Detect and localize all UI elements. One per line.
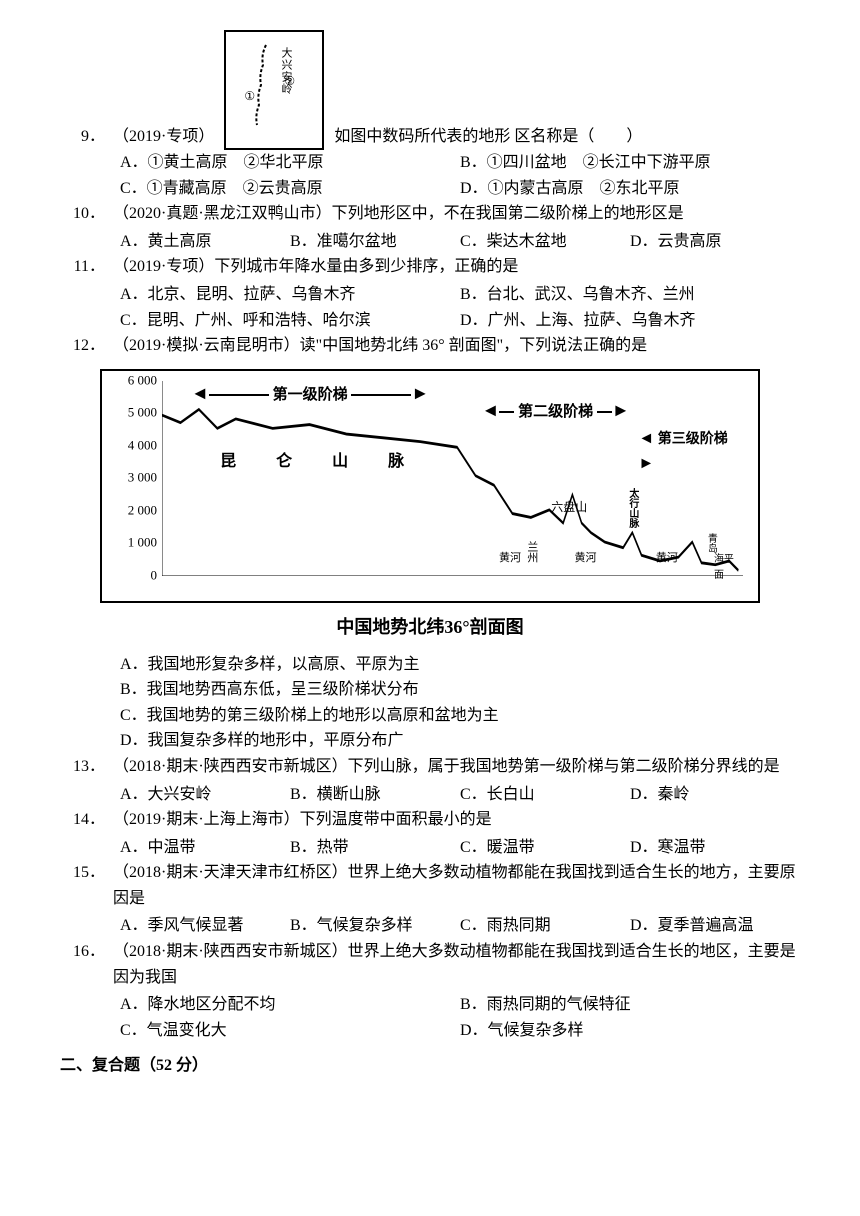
q10-text: （2020·真题·黑龙江双鸭山市）下列地形区中，不在我国第二级阶梯上的地形区是 (113, 201, 800, 227)
q13-text: （2018·期末·陕西西安市新城区）下列山脉，属于我国地势第一级阶梯与第二级阶梯… (113, 754, 800, 780)
q11-options: A．北京、昆明、拉萨、乌鲁木齐 B．台北、武汉、乌鲁木齐、兰州 C．昆明、广州、… (60, 282, 800, 333)
question-16: 16． （2018·期末·陕西西安市新城区）世界上绝大多数动植物都能在我国找到适… (60, 939, 800, 990)
question-10: 10． （2020·真题·黑龙江双鸭山市）下列地形区中，不在我国第二级阶梯上的地… (60, 201, 800, 227)
section-2-title: 二、复合题（52 分） (60, 1053, 800, 1079)
q14-text: （2019·期末·上海上海市）下列温度带中面积最小的是 (113, 807, 800, 833)
q9-text: 如图中数码所代表的地形 区名称是（ ） (334, 124, 642, 150)
q13-number: 13． (60, 754, 113, 780)
q9-options: A．①黄土高原 ②华北平原 B．①四川盆地 ②长江中下游平原 C．①青藏高原 ②… (60, 150, 800, 201)
q12-opt-d: D．我国复杂多样的地形中，平原分布广 (120, 728, 800, 754)
q16-opt-d: D．气候复杂多样 (460, 1018, 800, 1044)
y-0: 0 (151, 565, 158, 586)
q9-number: 9． (60, 124, 113, 150)
step3-label: ◄ 第三级阶梯 ► (638, 426, 743, 477)
q9-opt-d: D．①内蒙古高原 ②东北平原 (460, 176, 800, 202)
q12-number: 12． (60, 333, 113, 359)
kunlun-label: 昆 仑 山 脉 (220, 449, 416, 475)
q13-opt-c: C．长白山 (460, 782, 630, 808)
q16-opt-a: A．降水地区分配不均 (120, 992, 460, 1018)
terrain-chart: 6 000 5 000 4 000 3 000 2 000 1 000 0 ◄ … (100, 369, 760, 603)
step2-label: ◄ 第二级阶梯 ► (482, 396, 630, 425)
q16-number: 16． (60, 939, 113, 965)
y-axis: 6 000 5 000 4 000 3 000 2 000 1 000 0 (122, 381, 162, 576)
q10-opt-d: D．云贵高原 (630, 229, 800, 255)
q12-text: （2019·模拟·云南昆明市）读"中国地势北纬 36° 剖面图"，下列说法正确的… (113, 333, 800, 359)
q13-opt-a: A．大兴安岭 (120, 782, 290, 808)
q15-opt-b: B．气候复杂多样 (290, 913, 460, 939)
q12-options: A．我国地形复杂多样，以高原、平原为主 B．我国地势西高东低，呈三级阶梯状分布 … (60, 652, 800, 754)
q9-opt-a: A．①黄土高原 ②华北平原 (120, 150, 460, 176)
lanzhou-label: 兰州 (522, 541, 540, 563)
q9-opt-c: C．①青藏高原 ②云贵高原 (120, 176, 460, 202)
chart-area: ◄ 第一级阶梯 ► ◄ 第二级阶梯 ► ◄ 第三级阶梯 ► 昆 仑 山 脉 六盘… (162, 381, 743, 576)
q16-opt-b: B．雨热同期的气候特征 (460, 992, 800, 1018)
question-13: 13． （2018·期末·陕西西安市新城区）下列山脉，属于我国地势第一级阶梯与第… (60, 754, 800, 780)
y-5000: 5 000 (128, 403, 157, 424)
y-4000: 4 000 (128, 435, 157, 456)
q12-opt-a: A．我国地形复杂多样，以高原、平原为主 (120, 652, 800, 678)
q9-opt-b: B．①四川盆地 ②长江中下游平原 (460, 150, 800, 176)
q10-number: 10． (60, 201, 113, 227)
q9-image: 大兴安岭 ① ② (224, 30, 324, 150)
q15-number: 15． (60, 860, 113, 886)
question-12: 12． （2019·模拟·云南昆明市）读"中国地势北纬 36° 剖面图"，下列说… (60, 333, 800, 359)
label-1: ① (244, 87, 255, 106)
q13-opt-b: B．横断山脉 (290, 782, 460, 808)
q16-opt-c: C．气温变化大 (120, 1018, 460, 1044)
q11-text: （2019·专项）下列城市年降水量由多到少排序，正确的是 (113, 254, 800, 280)
mountain-shape (251, 40, 281, 130)
q11-opt-a: A．北京、昆明、拉萨、乌鲁木齐 (120, 282, 460, 308)
q15-options: A．季风气候显著 B．气候复杂多样 C．雨热同期 D．夏季普遍高温 (60, 913, 800, 939)
q16-options: A．降水地区分配不均 B．雨热同期的气候特征 C．气温变化大 D．气候复杂多样 (60, 992, 800, 1043)
q9-source: （2019·专项） (113, 124, 214, 150)
huanghe2-label: 黄河 (575, 550, 597, 568)
y-2000: 2 000 (128, 500, 157, 521)
y-3000: 3 000 (128, 468, 157, 489)
q13-options: A．大兴安岭 B．横断山脉 C．长白山 D．秦岭 (60, 782, 800, 808)
question-14: 14． （2019·期末·上海上海市）下列温度带中面积最小的是 (60, 807, 800, 833)
q12-opt-b: B．我国地势西高东低，呈三级阶梯状分布 (120, 677, 800, 703)
y-1000: 1 000 (128, 533, 157, 554)
huanghe1-label: 黄河 (499, 550, 521, 568)
q14-opt-d: D．寒温带 (630, 835, 800, 861)
chart-svg (162, 381, 743, 576)
step1-label: ◄ 第一级阶梯 ► (191, 379, 429, 408)
q11-opt-d: D．广州、上海、拉萨、乌鲁木齐 (460, 308, 800, 334)
huanghe3-label: 黄河 (656, 550, 678, 568)
q11-opt-b: B．台北、武汉、乌鲁木齐、兰州 (460, 282, 800, 308)
qingdao-label: 青岛 (702, 533, 718, 553)
q10-opt-a: A．黄土高原 (120, 229, 290, 255)
q11-opt-c: C．昆明、广州、呼和浩特、哈尔滨 (120, 308, 460, 334)
q10-options: A．黄土高原 B．准噶尔盆地 C．柴达木盆地 D．云贵高原 (60, 229, 800, 255)
q10-opt-b: B．准噶尔盆地 (290, 229, 460, 255)
y-6000: 6 000 (128, 370, 157, 391)
q11-number: 11． (60, 254, 113, 280)
q15-opt-d: D．夏季普遍高温 (630, 913, 800, 939)
question-15: 15． （2018·期末·天津天津市红桥区）世界上绝大多数动植物都能在我国找到适… (60, 860, 800, 911)
taihang-label: 太行山脉 (624, 488, 640, 528)
q14-opt-b: B．热带 (290, 835, 460, 861)
q15-opt-a: A．季风气候显著 (120, 913, 290, 939)
q10-opt-c: C．柴达木盆地 (460, 229, 630, 255)
sealevel-label: 海平面 (714, 552, 743, 584)
q15-opt-c: C．雨热同期 (460, 913, 630, 939)
question-11: 11． （2019·专项）下列城市年降水量由多到少排序，正确的是 (60, 254, 800, 280)
label-2: ② (284, 72, 295, 91)
chart-title: 中国地势北纬36°剖面图 (60, 613, 800, 642)
question-9-row: 9． （2019·专项） 大兴安岭 ① ② 如图中数码所代表的地形 区名称是（ … (60, 30, 800, 150)
q14-opt-c: C．暖温带 (460, 835, 630, 861)
q14-opt-a: A．中温带 (120, 835, 290, 861)
q15-text: （2018·期末·天津天津市红桥区）世界上绝大多数动植物都能在我国找到适合生长的… (113, 860, 800, 911)
q13-opt-d: D．秦岭 (630, 782, 800, 808)
q12-opt-c: C．我国地势的第三级阶梯上的地形以高原和盆地为主 (120, 703, 800, 729)
liupan-label: 六盘山 (551, 498, 587, 517)
q14-number: 14． (60, 807, 113, 833)
q16-text: （2018·期末·陕西西安市新城区）世界上绝大多数动植物都能在我国找到适合生长的… (113, 939, 800, 990)
